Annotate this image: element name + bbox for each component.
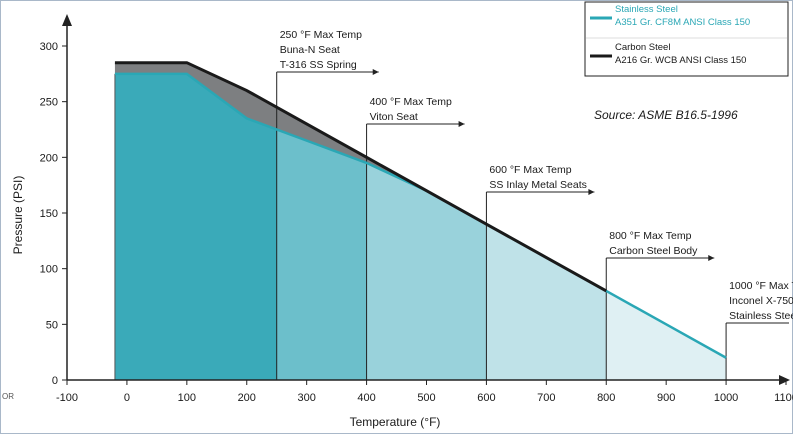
legend-label-2-line-2: A216 Gr. WCB ANSI Class 150	[615, 55, 746, 66]
annotation-1000-line-3: Stainless Steel Body	[729, 310, 793, 322]
y-axis-label: Pressure (PSI)	[11, 176, 25, 255]
legend-label-1-line-2: A351 Gr. CF8M ANSI Class 150	[615, 17, 750, 28]
x-axis-label: Temperature (°F)	[350, 415, 441, 429]
x-tick-label: 0	[124, 392, 130, 404]
y-tick-label: 100	[40, 264, 58, 276]
y-tick-label: 0	[52, 375, 58, 387]
legend-label-1-line-1: Stainless Steel	[615, 4, 678, 15]
stainless-band-2	[276, 129, 367, 380]
x-tick-label: 1100	[774, 392, 793, 404]
annotation-250-line-2: Buna-N Seat	[280, 44, 340, 56]
stainless-band-3	[366, 162, 487, 380]
annotations: 250 °F Max Temp Buna-N Seat T-316 SS Sprin…	[276, 29, 793, 324]
flag-arrow-400	[458, 121, 465, 127]
x-tick-label: 200	[238, 392, 256, 404]
legend: Stainless Steel A351 Gr. CF8M ANSI Class …	[584, 1, 789, 77]
y-tick-label: 50	[46, 319, 58, 331]
x-tick-label: 900	[657, 392, 675, 404]
annotation-600-line-2: SS Inlay Metal Seats	[489, 179, 586, 191]
y-tick-label: 200	[40, 152, 58, 164]
source-note: Source: ASME B16.5-1996	[594, 108, 738, 122]
annotation-1000-line-2: Inconel X-750 Spring	[729, 295, 793, 307]
x-tick-label: 1000	[714, 392, 738, 404]
axes: 0 50 100 150 200 250 300 -100 0 100 200 300 400 500 60…	[40, 14, 793, 404]
annotation-800-line-1: 800 °F Max Temp	[609, 230, 691, 242]
annotation-600-line-1: 600 °F Max Temp	[489, 164, 571, 176]
stainless-band-1	[114, 73, 277, 380]
annotation-250-line-3: T-316 SS Spring	[280, 59, 357, 71]
x-tick-label: 300	[297, 392, 315, 404]
series-lines	[114, 61, 727, 359]
flag-arrow-800	[708, 255, 715, 261]
stainless-band-5	[606, 290, 727, 380]
x-tick-label: 400	[357, 392, 375, 404]
legend-box	[584, 1, 789, 77]
y-axis-arrow	[62, 14, 72, 26]
annotation-400-line-2: Viton Seat	[370, 111, 418, 123]
stainless-band-4	[486, 224, 607, 380]
legend-label-2-line-1: Carbon Steel	[615, 42, 670, 53]
y-tick-label: 150	[40, 208, 58, 220]
flag-arrow-250	[372, 69, 379, 75]
x-tick-label: 100	[178, 392, 196, 404]
carbon-steel-line	[114, 61, 607, 293]
x-axis-arrow	[779, 375, 790, 385]
annotation-800-line-2: Carbon Steel Body	[609, 245, 698, 257]
x-tick-label: 500	[417, 392, 435, 404]
annotation-250-line-1: 250 °F Max Temp	[280, 29, 362, 41]
temperature-dividers	[276, 72, 727, 380]
x-tick-label: 700	[537, 392, 555, 404]
annotation-1000-line-1: 1000 °F Max Temp	[729, 280, 793, 292]
x-tick-label: -100	[56, 392, 78, 404]
left-edge-fragment: OR	[2, 392, 14, 401]
x-tick-label: 800	[597, 392, 615, 404]
y-tick-label: 250	[40, 97, 58, 109]
flag-arrow-600	[588, 189, 595, 195]
y-tick-label: 300	[40, 41, 58, 53]
annotation-400-line-1: 400 °F Max Temp	[370, 96, 452, 108]
x-tick-label: 600	[477, 392, 495, 404]
chart-fills	[114, 62, 727, 380]
